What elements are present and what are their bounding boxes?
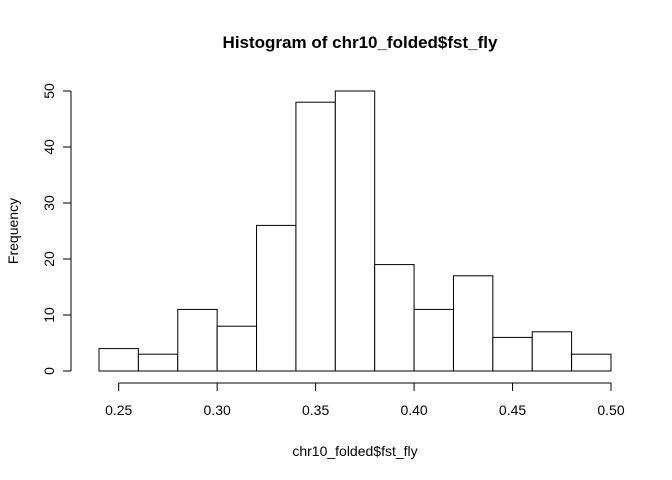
y-axis-label: Frequency [5,198,21,264]
y-tick-label: 30 [41,195,57,211]
x-tick-label: 0.35 [302,402,329,418]
y-axis: 0 10 20 30 40 50 [41,83,72,375]
histogram-bar [452,275,494,372]
x-axis-label: chr10_folded$fst_fly [292,443,417,459]
histogram-bar [374,264,415,372]
histogram-bar [295,101,336,372]
histogram-bar [137,353,179,372]
y-tick-label: 0 [41,367,57,375]
y-tick-label: 10 [41,307,57,323]
y-tick-label: 50 [41,83,57,99]
x-tick-label: 0.45 [499,402,526,418]
x-tick-label: 0.40 [400,402,427,418]
x-tick-label: 0.25 [105,402,132,418]
histogram-bar [216,325,258,372]
histogram-bar [256,224,297,372]
y-tick-label: 20 [41,251,57,267]
histogram-bar [571,353,612,372]
y-tick-label: 40 [41,139,57,155]
histogram-bar [531,331,573,372]
chart-title: Histogram of chr10_folded$fst_fly [223,33,498,52]
histogram-bar [334,90,376,372]
histogram-bar [492,336,533,372]
histogram-bar [98,348,139,372]
x-tick-label: 0.30 [204,402,231,418]
x-axis: 0.25 0.30 0.35 0.40 0.45 0.50 [105,382,625,418]
histogram-bars [98,90,612,372]
x-tick-label: 0.50 [597,402,624,418]
histogram-bar [177,308,218,372]
histogram-bar [413,308,454,372]
